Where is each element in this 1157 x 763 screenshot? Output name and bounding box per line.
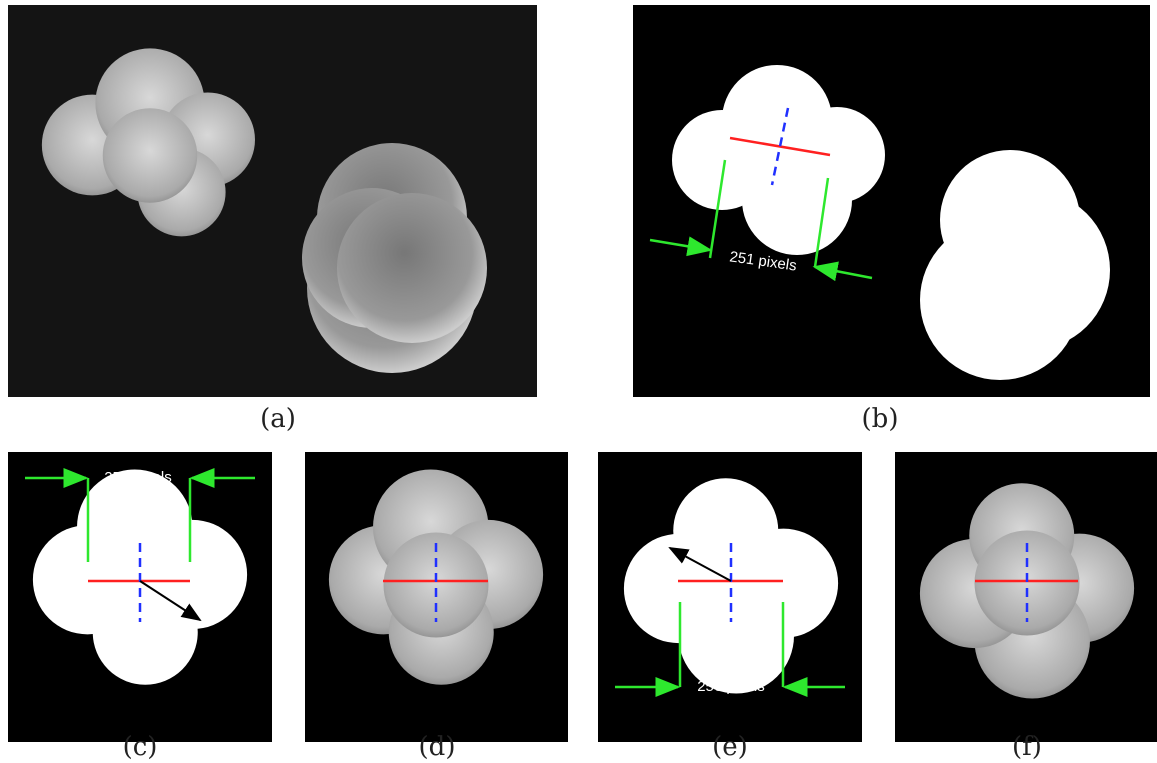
caption: (a): [260, 404, 296, 434]
specimen-part: [103, 108, 198, 203]
measure-label: 256 pixels: [697, 678, 765, 695]
caption: (f): [1012, 732, 1042, 762]
measure-label: 256 pixels: [104, 469, 172, 486]
caption: (c): [123, 732, 158, 762]
caption: (d): [419, 732, 456, 762]
caption: (e): [712, 732, 748, 762]
specimen-part: [950, 190, 1110, 350]
caption: (b): [862, 404, 899, 434]
figure: 251 pixels 256 pixels 256 pixels (a) (b)…: [0, 0, 1157, 763]
specimen-part: [727, 110, 837, 220]
specimen-part: [337, 193, 487, 343]
